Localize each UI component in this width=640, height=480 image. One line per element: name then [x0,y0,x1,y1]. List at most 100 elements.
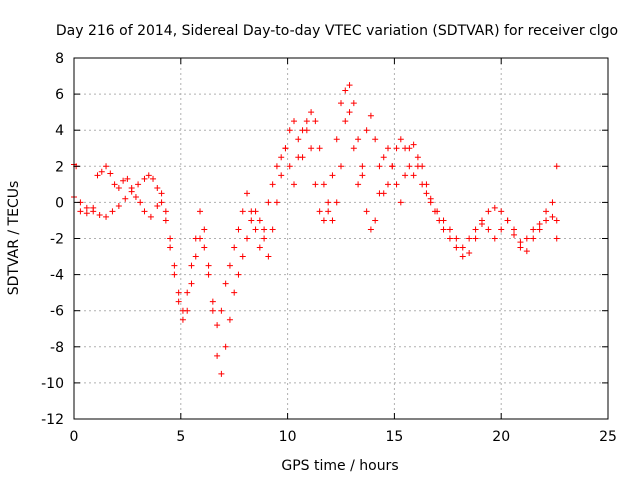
data-point [350,100,357,107]
data-point [389,163,396,170]
data-point [209,298,216,305]
data-point [154,184,161,191]
x-axis-label: GPS time / hours [281,458,398,474]
data-point [273,199,280,206]
data-point [145,172,152,179]
data-point [406,145,413,152]
data-point [312,181,319,188]
data-point [162,208,169,215]
data-point [209,307,216,314]
data-point [244,235,251,242]
data-point [135,181,142,188]
series-track-a [71,87,556,329]
data-point [372,136,379,143]
y-tick-label: 4 [55,123,64,139]
data-point [350,145,357,152]
data-point [355,136,362,143]
data-point [115,184,122,191]
data-point [530,226,537,233]
data-point [226,316,233,323]
data-point [239,208,246,215]
data-point [320,181,327,188]
data-point [115,203,122,210]
data-point [346,109,353,116]
data-point [342,87,349,94]
data-point [397,199,404,206]
data-point [162,217,169,224]
data-point [511,231,518,238]
data-point [299,154,306,161]
data-point [222,343,229,350]
y-axis-label: SDTVAR / TECUs [6,181,22,296]
data-point [491,204,498,211]
y-tick-label: 0 [55,195,64,211]
y-tick-label: -12 [41,412,64,428]
data-point [201,226,208,233]
data-point [402,172,409,179]
data-point [295,136,302,143]
y-tick-label: -8 [50,340,64,356]
x-tick-label: 20 [492,429,510,445]
data-point [122,195,129,202]
data-point [329,172,336,179]
data-point [414,163,421,170]
data-point [346,82,353,89]
data-point [226,262,233,269]
data-point [308,145,315,152]
y-tick-label: -10 [41,376,64,392]
data-point [342,118,349,125]
data-point [214,352,221,359]
data-point [491,235,498,242]
data-point [282,145,289,152]
data-point [96,212,103,219]
data-point [128,184,135,191]
data-point [325,208,332,215]
x-tick-label: 5 [176,429,185,445]
data-point [367,226,374,233]
data-point [150,175,157,182]
data-point [77,208,84,215]
data-point [320,217,327,224]
data-point [363,127,370,134]
x-tick-labels: 0 5 10 15 20 25 [70,429,617,445]
data-point [472,226,479,233]
data-point [154,203,161,210]
data-point [103,213,110,220]
data-point [453,235,460,242]
data-point [269,226,276,233]
y-tick-label: 6 [55,87,64,103]
data-point [192,253,199,260]
x-tick-label: 15 [385,429,403,445]
data-point [205,262,212,269]
data-point [278,172,285,179]
data-point [440,226,447,233]
data-point [175,298,182,305]
data-point [376,163,383,170]
axis-ticks [73,57,609,420]
data-point [472,235,479,242]
data-point [269,181,276,188]
data-point [316,145,323,152]
data-point [278,154,285,161]
y-tick-labels: -12 -10 -8 -6 -4 -2 0 2 4 6 8 [41,51,64,428]
data-point [406,163,413,170]
data-point [158,190,165,197]
data-point [83,210,90,217]
grid-lines [74,58,608,419]
data-point [291,181,298,188]
data-point [192,235,199,242]
data-point [83,204,90,211]
data-point [286,127,293,134]
data-point [410,172,417,179]
data-point [380,154,387,161]
data-point [261,226,268,233]
data-point [265,253,272,260]
y-tick-label: 2 [55,159,64,175]
data-point [466,235,473,242]
data-point [329,217,336,224]
data-point [147,213,154,220]
data-point [423,190,430,197]
data-point [261,235,268,242]
x-tick-label: 0 [70,429,79,445]
